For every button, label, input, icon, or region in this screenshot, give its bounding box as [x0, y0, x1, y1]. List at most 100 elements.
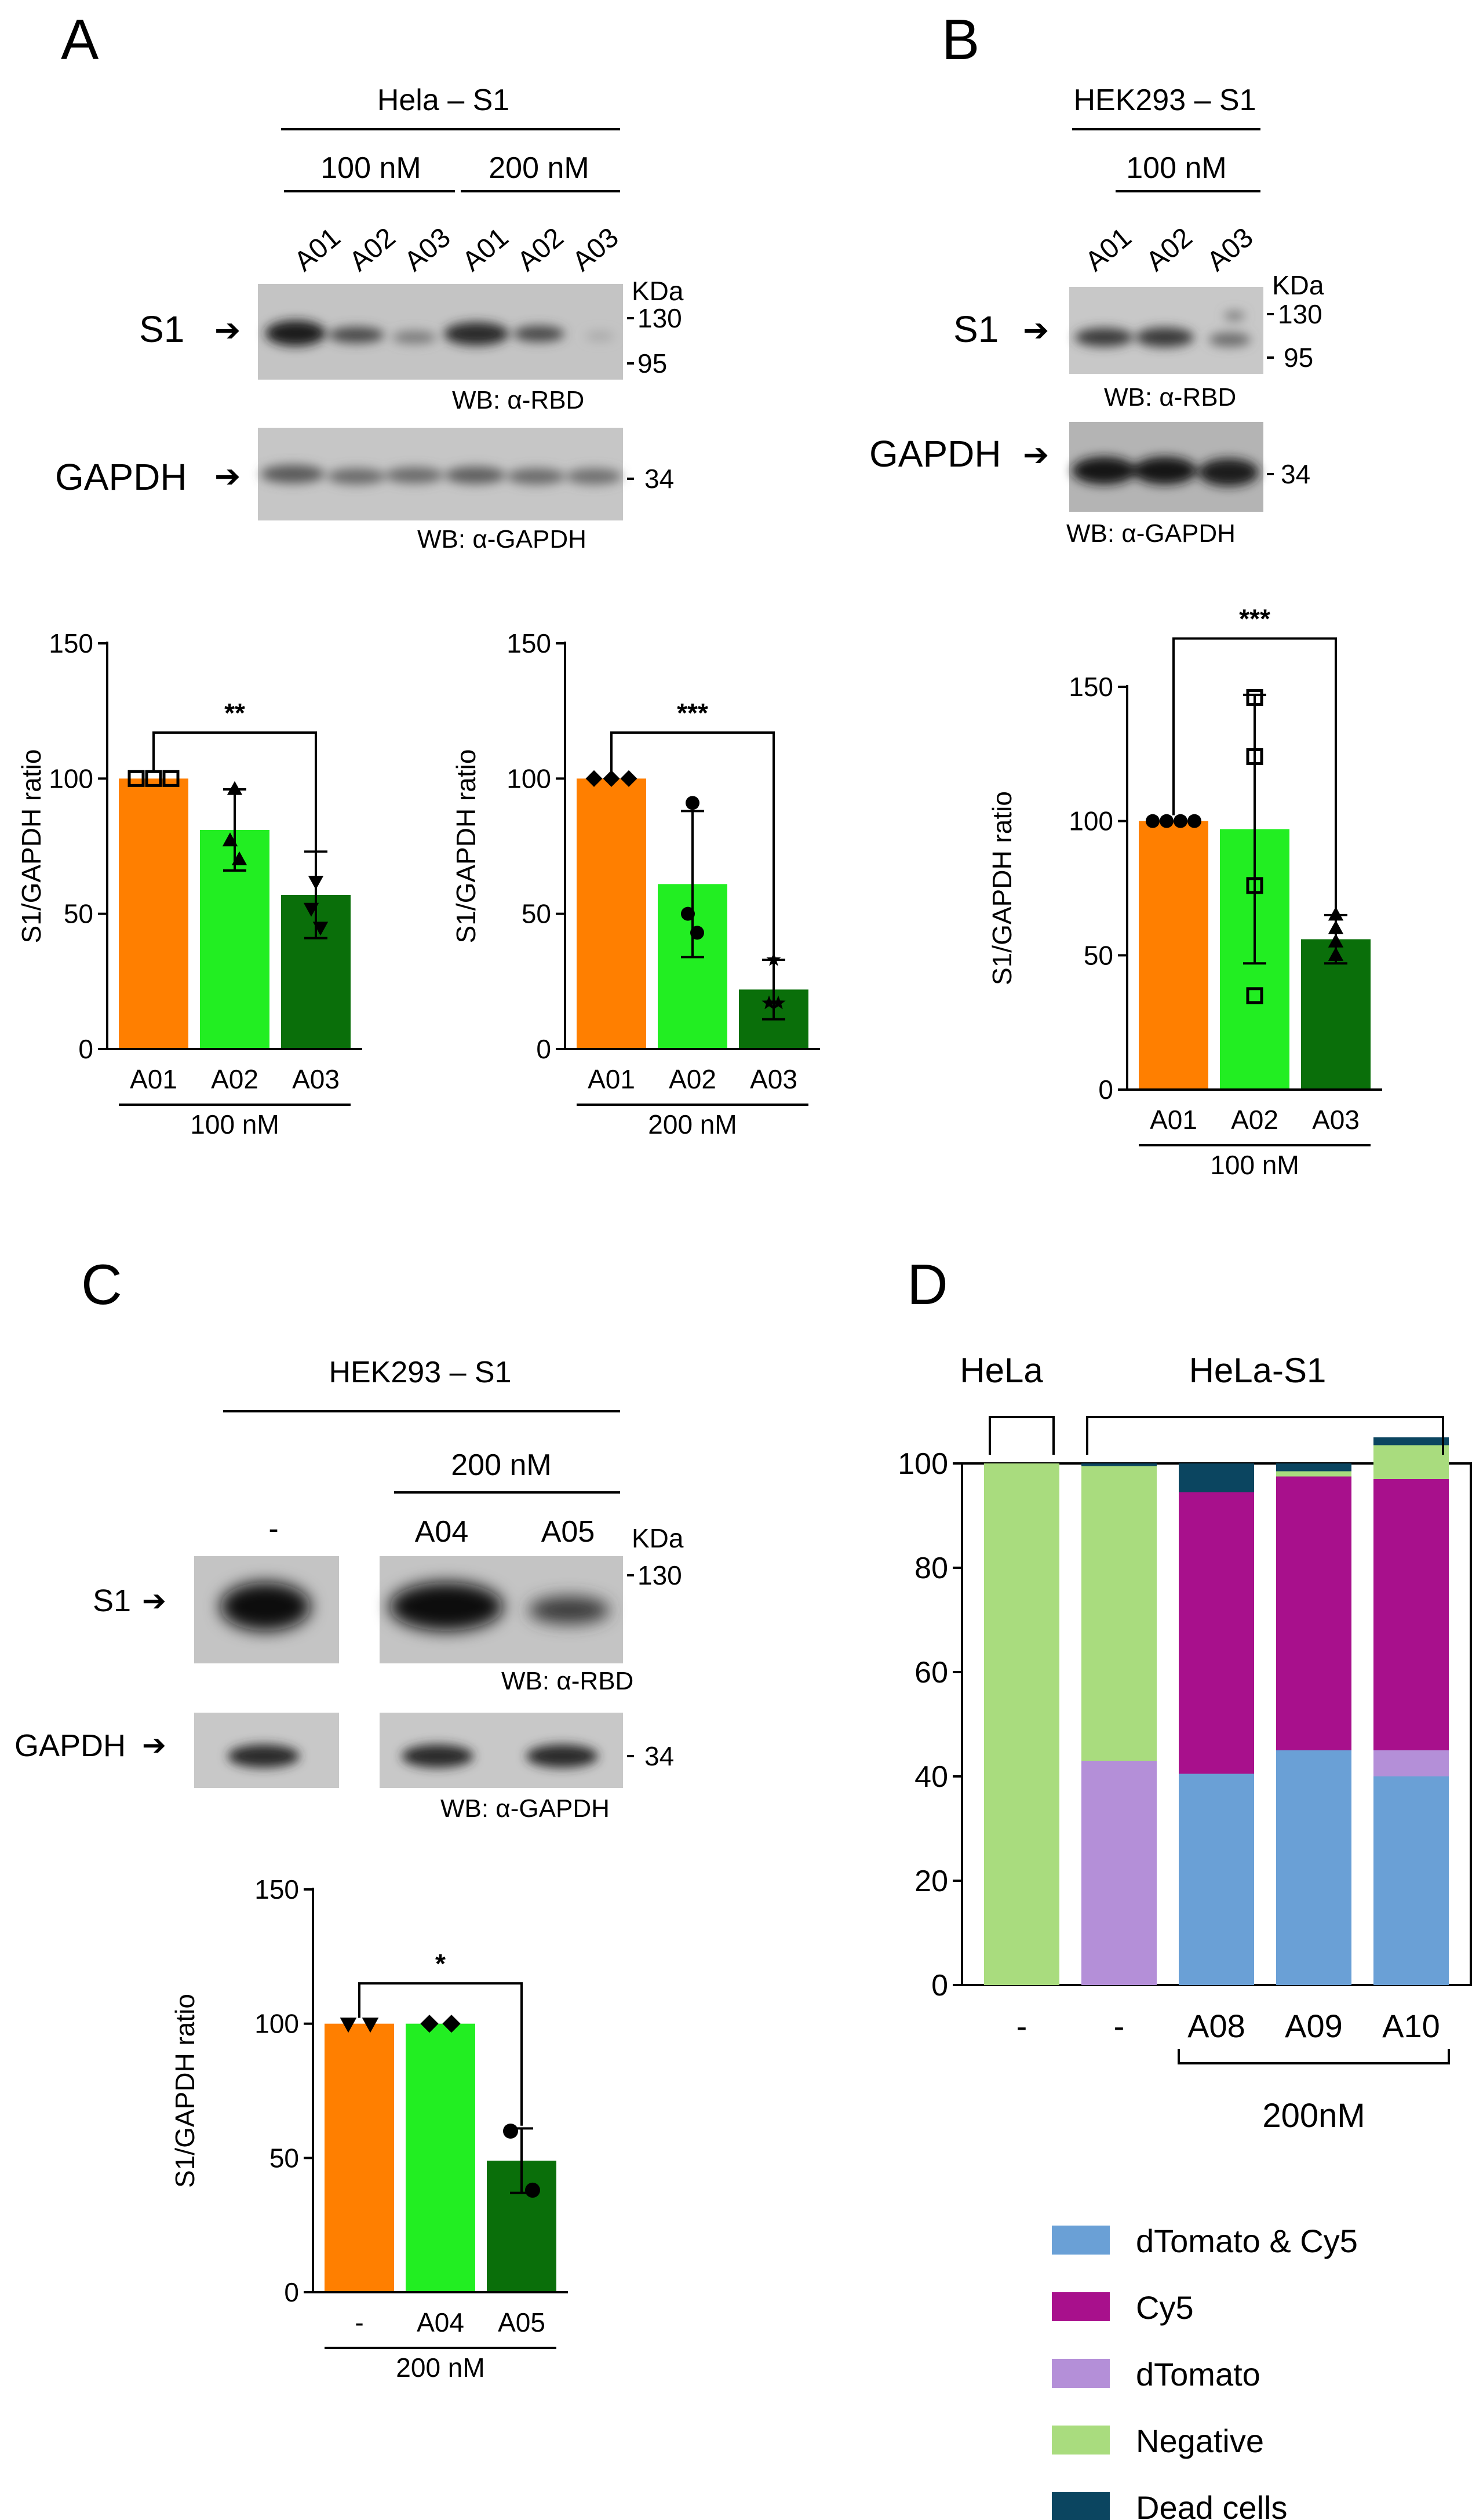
significance-bracket [152, 731, 317, 854]
y-tick-label: 0 [1098, 1075, 1113, 1105]
wb-label: WB: α-RBD [501, 1667, 633, 1695]
wb-label: WB: α-GAPDH [440, 1794, 610, 1823]
row-label-gapdh: GAPDH [14, 1728, 126, 1763]
lane-label: A01 [289, 222, 346, 277]
group-label: 100 nM [190, 1109, 279, 1139]
lane-label: A02 [1141, 222, 1198, 277]
y-tick-label: 100 [1069, 806, 1113, 836]
data-point [1328, 906, 1344, 921]
lane-label: A04 [415, 1515, 469, 1549]
data-point [603, 770, 620, 787]
bar-segment [1276, 1463, 1351, 1472]
data-point [1246, 987, 1263, 1004]
bar-segment [1373, 1437, 1449, 1445]
y-tick-label: 0 [284, 2277, 299, 2307]
lane-label: - [268, 1512, 278, 1546]
arrow-icon: ➔ [214, 313, 241, 348]
significance-bracket [1172, 637, 1337, 913]
panel-letter-c: C [81, 1252, 122, 1316]
marker-label: 130 [1278, 299, 1322, 329]
x-tick-label: A10 [1382, 2008, 1440, 2044]
panel-c: C HEK293 – S1 200 nM - A04 A05 S1 ➔ KDa … [14, 1252, 684, 2383]
panel-letter-d: D [907, 1252, 948, 1316]
legend-label: dTomato & Cy5 [1136, 2223, 1358, 2259]
data-point [231, 851, 247, 865]
x-tick-label: A02 [669, 1064, 716, 1094]
y-tick-label: 100 [49, 763, 93, 793]
data-point [1246, 689, 1263, 707]
significance-label: *** [677, 698, 708, 728]
wb-label: WB: α-GAPDH [1066, 519, 1236, 548]
bar-segment [1179, 1774, 1254, 1985]
arrow-icon: ➔ [1023, 313, 1049, 348]
data-point [227, 781, 243, 795]
y-axis-label: S1/GAPDH ratio [16, 749, 46, 944]
bar-segment [1276, 1471, 1351, 1477]
x-tick-label: - [1114, 2008, 1125, 2044]
panel-b: B HEK293 – S1 100 nM A01 A02 A03 S1 ➔ KD… [869, 8, 1382, 1180]
panel-a: A Hela – S1 100 nM 200 nM A01 A02 A03 A0… [16, 8, 820, 1139]
significance-label: * [435, 1949, 446, 1979]
chart-a-100nm: 0 50 100 150 S1/GAPDH ratio A01 A02 A03 100 nM ** [16, 628, 362, 1139]
y-tick-label: 50 [522, 899, 551, 929]
row-label-gapdh: GAPDH [55, 456, 187, 498]
lane-label: A02 [344, 222, 401, 277]
arrow-icon: ➔ [142, 1729, 166, 1761]
bar-segment [1276, 1750, 1351, 1985]
x-tick-label: - [355, 2307, 363, 2337]
x-tick-label: A01 [1150, 1105, 1197, 1135]
x-tick-label: A03 [292, 1064, 340, 1094]
data-point [1328, 920, 1344, 934]
arrow-icon: ➔ [214, 459, 241, 494]
bar-segment [1179, 1463, 1254, 1492]
x-tick-label: - [1016, 2008, 1027, 2044]
chart-a-200nm: 0 50 100 150 S1/GAPDH ratio A01 A02 A03 200 nM **… [451, 628, 820, 1139]
blot-image-gapdh [258, 428, 623, 520]
marker-label: 95 [1284, 343, 1313, 373]
x-tick-label: A08 [1187, 2008, 1245, 2044]
chart-d: 0 20 40 60 80 100 - - A08 A09 A10 200nM dTomato & Cy… [898, 1416, 1472, 2520]
legend-swatch [1052, 2226, 1110, 2255]
y-axis-label: S1/GAPDH ratio [451, 749, 481, 944]
bar [325, 2023, 394, 2292]
lane-label: A05 [541, 1515, 595, 1549]
panel-d: D HeLa HeLa-S1 0 20 40 60 80 100 - - A08 A09 A10 20… [898, 1252, 1472, 2520]
data-point [1187, 814, 1201, 828]
chart-b: 0 50 100 150 S1/GAPDH ratio A01 A02 A03 100 nM **… [987, 604, 1382, 1180]
lane-label: A03 [399, 222, 456, 277]
row-label-s1: S1 [93, 1583, 131, 1618]
y-tick-label: 0 [78, 1034, 93, 1064]
y-tick-label: 100 [507, 763, 551, 793]
y-tick-label: 0 [931, 1969, 948, 2002]
conc-label: 100 nM [1126, 151, 1226, 185]
bar-segment [1081, 1463, 1157, 1466]
legend-swatch [1052, 2492, 1110, 2520]
group-label-hela: HeLa [960, 1351, 1043, 1390]
legend-label: dTomato [1136, 2356, 1260, 2392]
data-point [771, 995, 786, 1010]
data-point [312, 922, 329, 936]
y-axis-label: S1/GAPDH ratio [170, 1994, 200, 2188]
chart-c: 0 50 100 150 S1/GAPDH ratio - A04 A05 200 nM * [170, 1874, 568, 2383]
y-axis-label: S1/GAPDH ratio [987, 791, 1017, 985]
y-tick-label: 80 [914, 1552, 948, 1585]
x-tick-label: A01 [130, 1064, 177, 1094]
data-point [503, 2124, 518, 2139]
group-label: 200 nM [648, 1109, 737, 1139]
y-tick-label: 50 [269, 2143, 299, 2173]
y-tick-label: 60 [914, 1656, 948, 1689]
y-tick-label: 50 [1084, 940, 1113, 970]
significance-bracket [610, 731, 775, 968]
data-point [681, 906, 695, 921]
group-label: 100 nM [1210, 1150, 1299, 1180]
wb-label: WB: α-RBD [1104, 383, 1236, 411]
x-tick-label: A02 [1231, 1105, 1278, 1135]
x-tick-label: A01 [588, 1064, 635, 1094]
row-label-s1: S1 [953, 308, 999, 350]
y-tick-label: 150 [254, 1874, 299, 1904]
row-label-s1: S1 [139, 308, 184, 350]
bar [1139, 821, 1208, 1090]
data-point [222, 832, 238, 847]
wb-label: WB: α-RBD [452, 386, 584, 414]
